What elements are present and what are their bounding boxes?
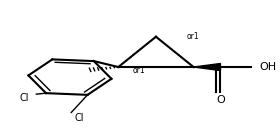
Polygon shape: [193, 63, 220, 71]
Text: O: O: [216, 95, 225, 105]
Text: OH: OH: [259, 62, 277, 72]
Text: or1: or1: [187, 32, 199, 41]
Text: or1: or1: [133, 66, 146, 75]
Text: Cl: Cl: [20, 93, 29, 103]
Text: Cl: Cl: [74, 112, 84, 123]
